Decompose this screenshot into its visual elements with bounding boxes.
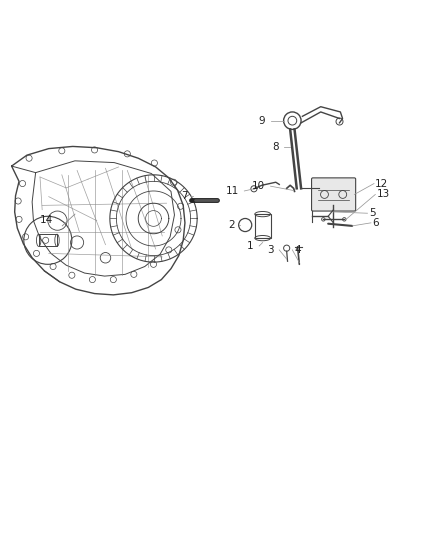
Text: 4: 4 (294, 245, 301, 255)
Text: 11: 11 (226, 186, 239, 196)
Text: 1: 1 (247, 241, 254, 251)
Text: 8: 8 (272, 142, 279, 152)
Text: 13: 13 (377, 189, 390, 199)
Text: 7: 7 (181, 191, 187, 201)
Text: 5: 5 (369, 208, 376, 218)
Text: 12: 12 (375, 179, 389, 189)
Text: 2: 2 (228, 220, 235, 230)
Text: 3: 3 (267, 245, 274, 255)
Text: 14: 14 (39, 215, 53, 225)
Bar (255, 214, 271, 238)
Text: 6: 6 (373, 218, 379, 228)
Text: 10: 10 (252, 181, 265, 191)
Text: 9: 9 (258, 116, 265, 126)
FancyBboxPatch shape (311, 178, 356, 211)
Bar (39, 234, 57, 246)
